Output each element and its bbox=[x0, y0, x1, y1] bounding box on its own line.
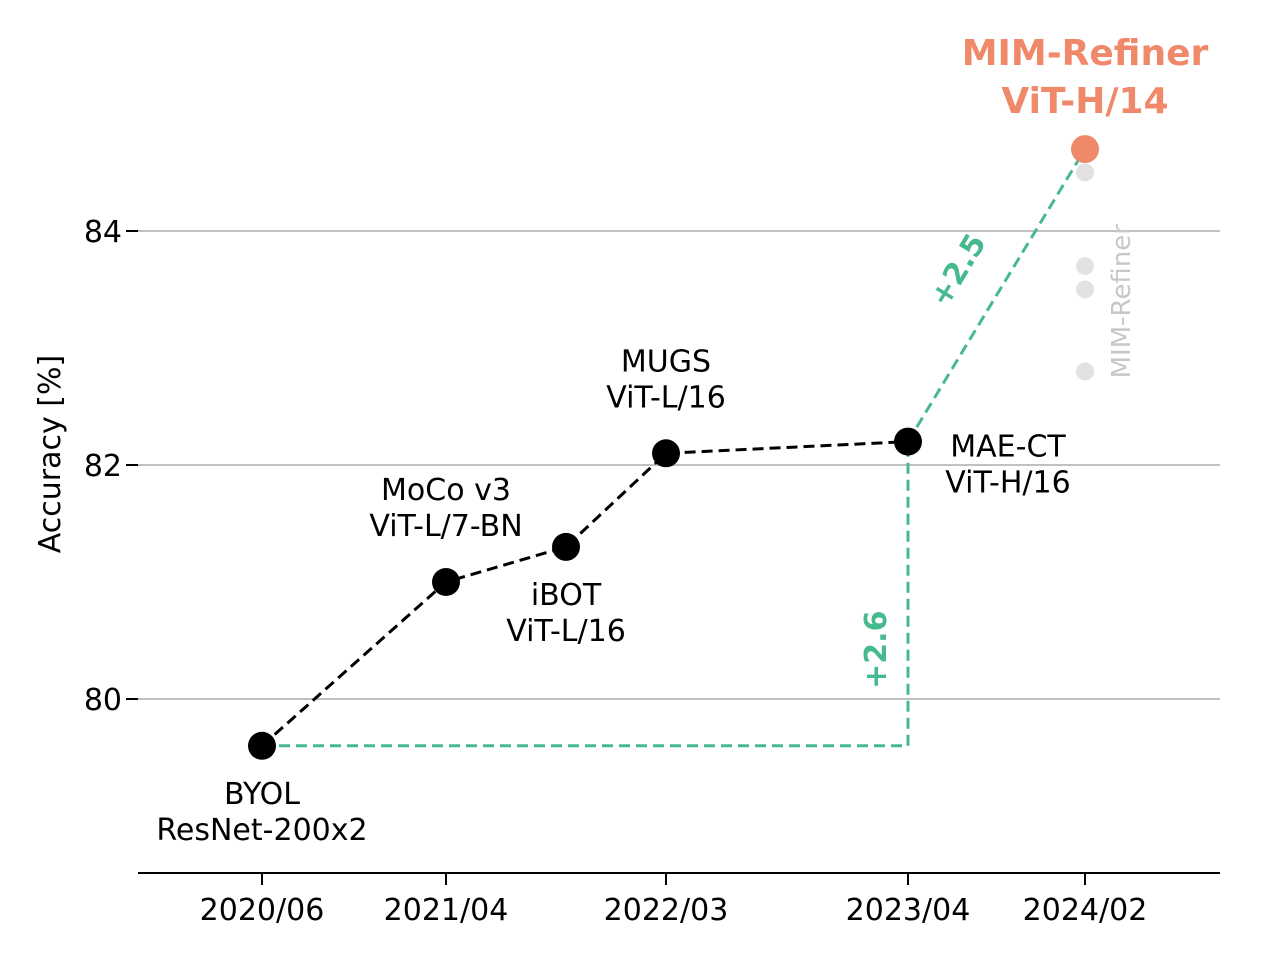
data-point bbox=[432, 568, 460, 596]
gain-label-diagonal: +2.5 bbox=[923, 228, 993, 313]
ghost-point bbox=[1076, 280, 1094, 299]
x-tick-label: 2020/06 bbox=[200, 893, 325, 928]
point-label-line: BYOL bbox=[224, 777, 300, 812]
axis-ticks: 80 82 84 2020/06 2021/04 2022/03 2023/04 2024/0… bbox=[84, 215, 1148, 928]
ghost-series-label: MIM-Refiner bbox=[1107, 224, 1137, 379]
data-point bbox=[248, 731, 276, 760]
point-label-line: iBOT bbox=[531, 578, 602, 613]
highlight-label-line: MIM-Refiner bbox=[962, 33, 1209, 74]
point-label-line: ViT-L/7-BN bbox=[369, 509, 522, 544]
x-tick-label: 2021/04 bbox=[384, 893, 509, 928]
data-point bbox=[894, 427, 922, 456]
ghost-points bbox=[1076, 163, 1094, 381]
data-point bbox=[552, 532, 580, 561]
gridlines bbox=[138, 230, 1220, 700]
gain-label-vertical: +2.6 bbox=[859, 611, 894, 689]
point-label: MUGS ViT-L/16 bbox=[606, 344, 726, 415]
y-tick-label: 84 bbox=[84, 215, 122, 250]
y-tick-label: 82 bbox=[84, 449, 122, 484]
gain-diagonal-line bbox=[906, 148, 1087, 443]
point-label-line: ViT-H/16 bbox=[945, 466, 1070, 501]
point-label-line: MAE-CT bbox=[950, 430, 1066, 465]
point-label-line: ResNet-200x2 bbox=[156, 813, 367, 848]
point-label: BYOL ResNet-200x2 bbox=[156, 777, 367, 848]
data-markers bbox=[248, 135, 1099, 760]
point-label: MoCo v3 ViT-L/7-BN bbox=[369, 473, 522, 544]
point-label-line: MUGS bbox=[621, 344, 711, 379]
highlight-label-line: ViT-H/14 bbox=[1001, 81, 1168, 122]
x-tick-label: 2024/02 bbox=[1023, 893, 1148, 928]
x-tick-label: 2023/04 bbox=[846, 893, 971, 928]
y-tick-label: 80 bbox=[84, 683, 122, 718]
point-label-line: MoCo v3 bbox=[381, 473, 511, 508]
highlight-label: MIM-Refiner ViT-H/14 bbox=[962, 33, 1209, 122]
point-label: MAE-CT ViT-H/16 bbox=[945, 430, 1070, 501]
y-axis-label: Accuracy [%] bbox=[33, 355, 68, 553]
point-label: iBOT ViT-L/16 bbox=[506, 578, 626, 649]
ghost-point bbox=[1076, 257, 1094, 276]
highlight-point bbox=[1071, 135, 1099, 164]
data-point bbox=[652, 439, 680, 468]
ghost-point bbox=[1076, 163, 1094, 182]
ghost-point bbox=[1076, 362, 1094, 381]
point-label-line: ViT-L/16 bbox=[606, 380, 726, 415]
x-tick-label: 2022/03 bbox=[604, 893, 729, 928]
point-label-line: ViT-L/16 bbox=[506, 614, 626, 649]
